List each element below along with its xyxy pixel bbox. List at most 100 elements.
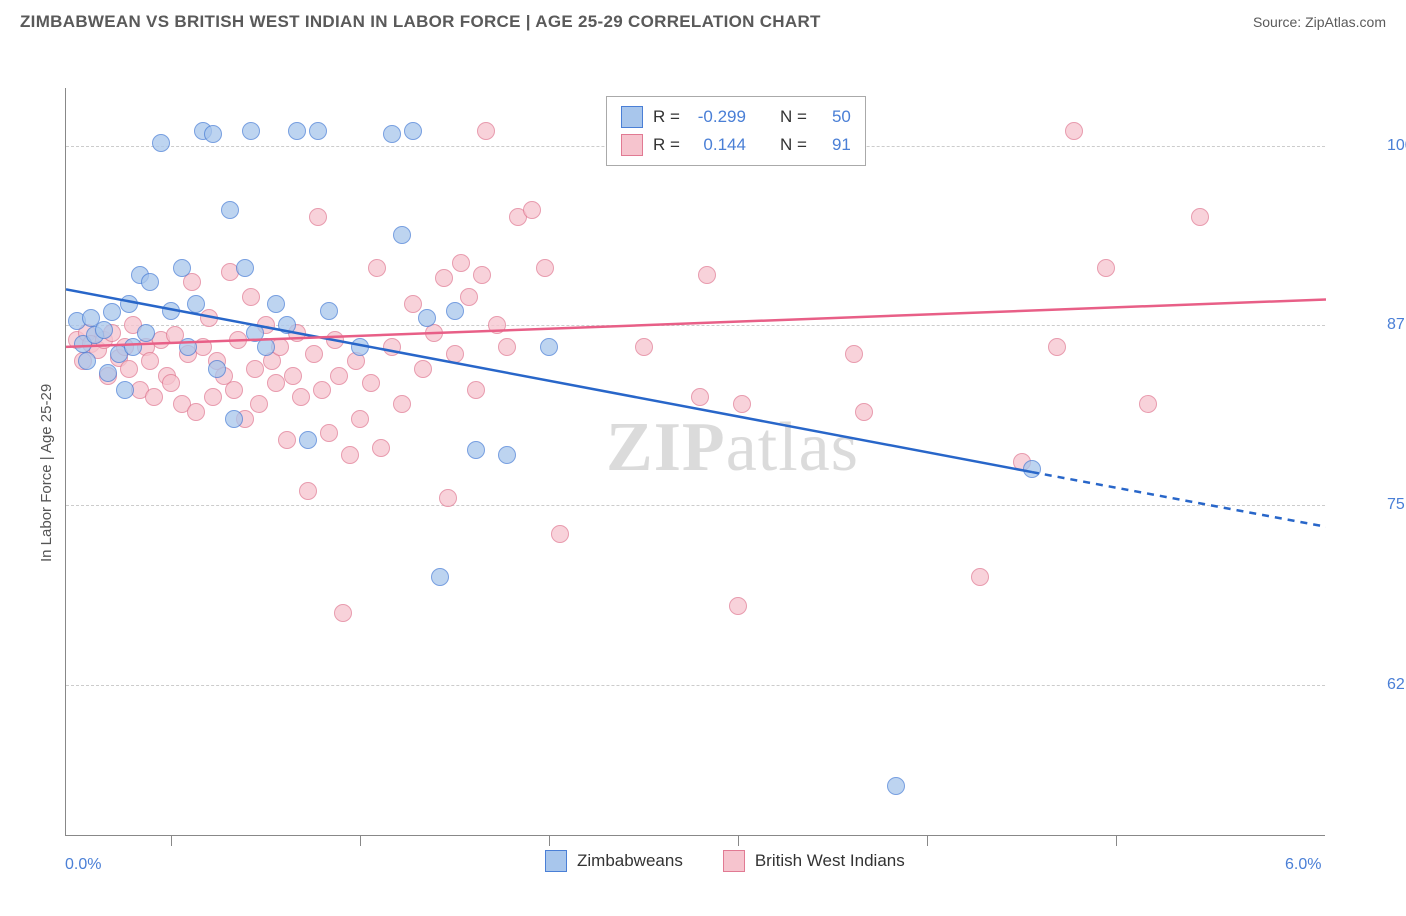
scatter-point-zimbabweans xyxy=(179,338,197,356)
scatter-point-bwi xyxy=(1048,338,1066,356)
n-value: 91 xyxy=(817,135,851,155)
scatter-point-bwi xyxy=(299,482,317,500)
scatter-point-zimbabweans xyxy=(78,352,96,370)
scatter-point-zimbabweans xyxy=(225,410,243,428)
scatter-point-bwi xyxy=(855,403,873,421)
scatter-point-zimbabweans xyxy=(404,122,422,140)
stats-legend: R =-0.299N =50R =0.144N =91 xyxy=(606,96,866,166)
legend-label: British West Indians xyxy=(755,851,905,871)
scatter-point-bwi xyxy=(341,446,359,464)
scatter-point-bwi xyxy=(204,388,222,406)
scatter-point-bwi xyxy=(246,360,264,378)
stats-row-zimbabweans: R =-0.299N =50 xyxy=(621,103,851,131)
scatter-point-zimbabweans xyxy=(1023,460,1041,478)
scatter-point-bwi xyxy=(473,266,491,284)
scatter-point-bwi xyxy=(691,388,709,406)
scatter-point-zimbabweans xyxy=(162,302,180,320)
scatter-point-zimbabweans xyxy=(242,122,260,140)
scatter-point-bwi xyxy=(393,395,411,413)
gridline xyxy=(66,505,1325,506)
scatter-point-bwi xyxy=(229,331,247,349)
scatter-point-bwi xyxy=(460,288,478,306)
gridline xyxy=(66,685,1325,686)
x-tick xyxy=(927,836,928,846)
scatter-point-bwi xyxy=(435,269,453,287)
scatter-point-zimbabweans xyxy=(257,338,275,356)
scatter-point-zimbabweans xyxy=(446,302,464,320)
x-tick xyxy=(1116,836,1117,846)
scatter-point-bwi xyxy=(523,201,541,219)
x-tick xyxy=(360,836,361,846)
y-tick-label: 75.0% xyxy=(1387,496,1393,514)
scatter-point-bwi xyxy=(313,381,331,399)
scatter-point-bwi xyxy=(488,316,506,334)
scatter-point-bwi xyxy=(698,266,716,284)
scatter-point-bwi xyxy=(362,374,380,392)
scatter-point-bwi xyxy=(1097,259,1115,277)
scatter-point-zimbabweans xyxy=(95,321,113,339)
scatter-point-zimbabweans xyxy=(103,303,121,321)
scatter-point-zimbabweans xyxy=(208,360,226,378)
scatter-point-zimbabweans xyxy=(204,125,222,143)
scatter-point-zimbabweans xyxy=(288,122,306,140)
y-tick-label: 87.5% xyxy=(1387,316,1393,334)
x-tick xyxy=(738,836,739,846)
legend-label: Zimbabweans xyxy=(577,851,683,871)
r-value: -0.299 xyxy=(690,107,746,127)
scatter-point-bwi xyxy=(452,254,470,272)
scatter-point-bwi xyxy=(141,352,159,370)
scatter-point-zimbabweans xyxy=(278,316,296,334)
legend-swatch-bwi xyxy=(621,134,643,156)
scatter-point-bwi xyxy=(183,273,201,291)
scatter-point-bwi xyxy=(368,259,386,277)
scatter-point-zimbabweans xyxy=(351,338,369,356)
scatter-point-bwi xyxy=(1065,122,1083,140)
x-max-label: 6.0% xyxy=(1285,856,1321,874)
scatter-point-bwi xyxy=(162,374,180,392)
trend-lines xyxy=(66,88,1326,836)
x-tick xyxy=(171,836,172,846)
watermark: ZIPatlas xyxy=(606,408,859,488)
scatter-point-bwi xyxy=(284,367,302,385)
scatter-point-zimbabweans xyxy=(431,568,449,586)
scatter-point-zimbabweans xyxy=(99,364,117,382)
scatter-point-zimbabweans xyxy=(467,441,485,459)
scatter-point-bwi xyxy=(845,345,863,363)
scatter-point-bwi xyxy=(733,395,751,413)
n-value: 50 xyxy=(817,107,851,127)
bottom-legend: Zimbabweans British West Indians xyxy=(545,850,905,872)
scatter-point-zimbabweans xyxy=(887,777,905,795)
scatter-point-bwi xyxy=(242,288,260,306)
chart-area: ZIPatlasR =-0.299N =50R =0.144N =9162.5%… xyxy=(20,38,1386,916)
scatter-point-zimbabweans xyxy=(236,259,254,277)
chart-title: ZIMBABWEAN VS BRITISH WEST INDIAN IN LAB… xyxy=(20,12,821,32)
scatter-point-bwi xyxy=(498,338,516,356)
scatter-point-bwi xyxy=(439,489,457,507)
scatter-point-bwi xyxy=(372,439,390,457)
scatter-point-bwi xyxy=(326,331,344,349)
scatter-point-bwi xyxy=(971,568,989,586)
chart-source: Source: ZipAtlas.com xyxy=(1253,14,1386,30)
scatter-point-bwi xyxy=(320,424,338,442)
scatter-point-bwi xyxy=(278,431,296,449)
scatter-point-bwi xyxy=(404,295,422,313)
scatter-point-zimbabweans xyxy=(152,134,170,152)
legend-item-zimbabweans: Zimbabweans xyxy=(545,850,683,872)
scatter-point-bwi xyxy=(351,410,369,428)
scatter-point-bwi xyxy=(305,345,323,363)
scatter-point-zimbabweans xyxy=(393,226,411,244)
stats-row-bwi: R =0.144N =91 xyxy=(621,131,851,159)
scatter-point-bwi xyxy=(383,338,401,356)
legend-swatch-bwi xyxy=(723,850,745,872)
y-tick-label: 100.0% xyxy=(1387,137,1393,155)
scatter-point-bwi xyxy=(446,345,464,363)
x-min-label: 0.0% xyxy=(65,856,101,874)
scatter-point-bwi xyxy=(225,381,243,399)
scatter-point-bwi xyxy=(200,309,218,327)
scatter-point-bwi xyxy=(250,395,268,413)
scatter-point-bwi xyxy=(187,403,205,421)
scatter-point-zimbabweans xyxy=(116,381,134,399)
legend-item-bwi: British West Indians xyxy=(723,850,905,872)
scatter-point-bwi xyxy=(1191,208,1209,226)
legend-swatch-zimbabweans xyxy=(621,106,643,128)
